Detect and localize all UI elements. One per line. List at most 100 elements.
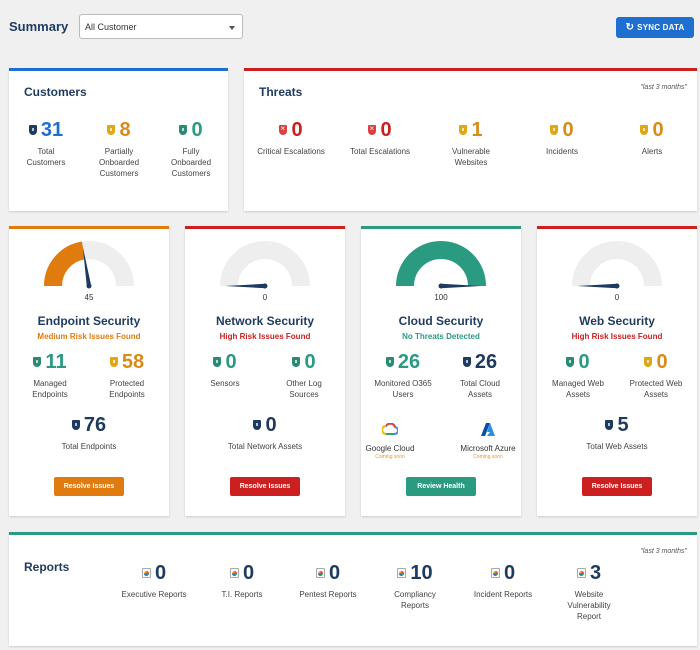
stat-managed-endpoints[interactable]: 11 Managed Endpoints [19, 352, 81, 400]
stat-sensors[interactable]: 0 Sensors [195, 352, 255, 389]
google-cloud-label: Google Cloud [365, 444, 415, 453]
stat-vulnerable-websites[interactable]: 1 Vulnerable Websites [436, 120, 506, 168]
stat-total-cloud-assets[interactable]: 26 Total Cloud Assets [449, 352, 511, 400]
gauge-hub [614, 283, 620, 289]
customer-select[interactable]: All Customer [79, 14, 243, 39]
stat-incidents[interactable]: 0 Incidents [529, 120, 595, 157]
threats-title: Threats [259, 85, 303, 99]
stat-label: Vulnerable Websites [452, 147, 490, 167]
stat-total-network-assets[interactable]: 0 Total Network Assets [205, 415, 325, 452]
stat-label: Compliancy Reports [394, 590, 436, 610]
shield-icon [459, 125, 468, 135]
stat-critical-escalations[interactable]: 0 Critical Escalations [246, 120, 336, 157]
gauge-needle [82, 246, 92, 287]
stat-value: 0 [656, 351, 668, 373]
stat-label: Alerts [641, 147, 663, 156]
shield-icon [462, 357, 471, 367]
report-website-vulnerability[interactable]: 3 Website Vulnerability Report [555, 563, 623, 622]
stat-total-customers[interactable]: 31 Total Customers [17, 120, 75, 168]
report-icon [229, 568, 239, 578]
stat-managed-web-assets[interactable]: 0 Managed Web Assets [545, 352, 611, 400]
shield-icon [28, 125, 37, 135]
shield-icon [179, 125, 188, 135]
stat-protected-web-assets[interactable]: 0 Protected Web Assets [623, 352, 689, 400]
gauge-needle [577, 283, 617, 289]
risk-status: Medium Risk Issues Found [37, 332, 141, 341]
coming-soon-note: Coming soon [375, 454, 405, 460]
stat-protected-endpoints[interactable]: 58 Protected Endpoints [95, 352, 159, 400]
resolve-issues-button[interactable]: Resolve Issues [54, 477, 124, 496]
report-icon [397, 568, 407, 578]
stat-total-escalations[interactable]: 0 Total Escalations [340, 120, 420, 157]
stat-label: Incident Reports [473, 590, 533, 599]
shield-icon [640, 125, 649, 135]
endpoint-security-card: 45 Endpoint Security Medium Risk Issues … [9, 226, 169, 516]
stat-value: 0 [154, 562, 167, 584]
shield-icon [253, 420, 262, 430]
stat-other-log-sources[interactable]: 0 Other Log Sources [275, 352, 333, 400]
stat-label: Partially Onboarded Customers [98, 147, 140, 178]
risk-gauge [396, 241, 486, 289]
risk-gauge [44, 241, 134, 289]
stat-label: Protected Endpoints [109, 379, 145, 399]
section-title: Cloud Security [398, 314, 484, 328]
refresh-icon: ↻ [625, 21, 635, 33]
risk-status: No Threats Detected [402, 332, 480, 341]
cloud-security-card: 100 Cloud Security No Threats Detected 2… [361, 226, 521, 516]
stat-label: T.I. Reports [221, 590, 263, 599]
page-title: Summary [9, 19, 69, 34]
stat-label: Total Network Assets [227, 442, 303, 451]
stat-label: Critical Escalations [257, 147, 325, 156]
stat-label: Other Log Sources [286, 379, 322, 399]
report-icon [141, 568, 151, 578]
shield-icon [33, 357, 42, 367]
risk-status: High Risk Issues Found [571, 332, 663, 341]
customers-card: Customers 31 Total Customers 8 Partially O… [9, 68, 228, 211]
stat-value: 26 [474, 351, 498, 373]
stat-label: Total Escalations [349, 147, 411, 156]
review-health-button[interactable]: Review Health [406, 477, 476, 496]
stat-value: 5 [617, 414, 629, 436]
resolve-issues-button[interactable]: Resolve Issues [230, 477, 300, 496]
shield-icon [109, 357, 118, 367]
stat-value: 0 [328, 562, 341, 584]
resolve-issues-button[interactable]: Resolve Issues [582, 477, 652, 496]
stat-label: Fully Onboarded Customers [170, 147, 212, 178]
sync-data-button[interactable]: ↻ SYNC DATA [616, 17, 694, 38]
stat-value: 0 [652, 119, 664, 141]
stat-partially-onboarded[interactable]: 8 Partially Onboarded Customers [89, 120, 149, 179]
stat-value: 0 [304, 351, 316, 373]
top-bar: Summary All Customer ↻ SYNC DATA [0, 0, 700, 56]
stat-value: 0 [578, 351, 590, 373]
stat-value: 58 [121, 351, 145, 373]
report-compliancy[interactable]: 10 Compliancy Reports [381, 563, 449, 611]
report-executive[interactable]: 0 Executive Reports [113, 563, 195, 600]
shield-icon [71, 420, 80, 430]
report-pentest[interactable]: 0 Pentest Reports [291, 563, 365, 600]
gauge-value: 45 [84, 293, 94, 302]
section-title: Endpoint Security [37, 314, 141, 328]
alert-shield-icon [279, 124, 288, 135]
gauge-hub [438, 283, 444, 289]
risk-gauge [572, 241, 662, 289]
stat-fully-onboarded[interactable]: 0 Fully Onboarded Customers [161, 120, 221, 179]
gauge-hub [262, 283, 268, 289]
section-title: Web Security [579, 314, 655, 328]
shield-icon [385, 357, 394, 367]
report-incident[interactable]: 0 Incident Reports [464, 563, 542, 600]
stat-total-endpoints[interactable]: 76 Total Endpoints [49, 415, 129, 452]
stat-label: Pentest Reports [299, 590, 357, 599]
stat-total-web-assets[interactable]: 5 Total Web Assets [567, 415, 667, 452]
customers-title: Customers [24, 85, 87, 99]
microsoft-azure-icon [481, 423, 495, 436]
report-ti[interactable]: 0 T.I. Reports [207, 563, 277, 600]
stat-value: 0 [291, 119, 303, 141]
gauge-fill [396, 241, 486, 287]
stat-value: 8 [119, 119, 131, 141]
stat-label: Executive Reports [121, 590, 187, 599]
stat-label: Total Cloud Assets [459, 379, 501, 399]
stat-monitored-o365-users[interactable]: 26 Monitored O365 Users [365, 352, 441, 400]
stat-label: Protected Web Assets [629, 379, 683, 399]
stat-value: 0 [191, 119, 203, 141]
stat-alerts[interactable]: 0 Alerts [620, 120, 684, 157]
